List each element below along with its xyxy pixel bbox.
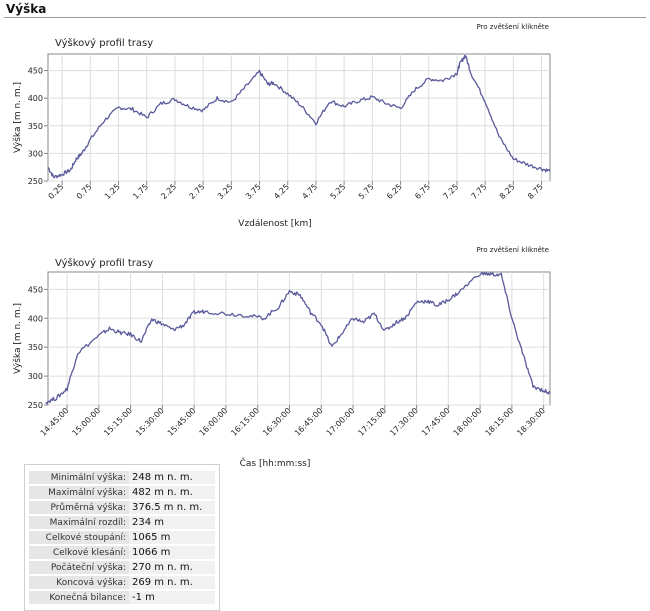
stats-value: 269 m n. m. bbox=[129, 576, 215, 589]
section-divider bbox=[4, 17, 646, 18]
y-tick-label: 350 bbox=[28, 122, 43, 131]
stats-label: Počáteční výška: bbox=[29, 561, 129, 574]
stats-label: Celkové stoupání: bbox=[29, 531, 129, 544]
y-tick-label: 400 bbox=[28, 314, 43, 323]
chart-title: Výškový profil trasy bbox=[55, 257, 153, 269]
stats-label: Průměrná výška: bbox=[29, 501, 129, 514]
x-tick-label: 17:00:00 bbox=[325, 406, 357, 438]
x-tick-label: 0.75 bbox=[75, 182, 94, 201]
x-tick-label: 15:00:00 bbox=[70, 406, 102, 438]
stats-value: 482 m n. m. bbox=[129, 486, 215, 499]
y-tick-label: 400 bbox=[28, 94, 43, 103]
x-tick-label: 3.75 bbox=[244, 182, 263, 201]
stats-value: 376.5 m n. m. bbox=[129, 501, 215, 514]
x-axis-label: Čas [hh:mm:ss] bbox=[240, 457, 311, 469]
stats-label: Celkové klesání: bbox=[29, 546, 129, 559]
x-tick-label: 7.75 bbox=[470, 182, 489, 201]
chart-title: Výškový profil trasy bbox=[55, 37, 153, 49]
y-tick-label: 250 bbox=[28, 177, 43, 186]
y-axis-label: Výška [m n. m.] bbox=[12, 303, 23, 374]
x-tick-label: 2.25 bbox=[159, 182, 178, 201]
elevation-time-chart[interactable]: Pro zvětšení klikněte Výškový profil tras… bbox=[0, 243, 650, 471]
x-tick-label: 16:00:00 bbox=[198, 406, 230, 438]
x-tick-label: 5.75 bbox=[357, 182, 376, 201]
x-tick-label: 16:30:00 bbox=[261, 406, 293, 438]
x-tick-label: 1.25 bbox=[103, 182, 122, 201]
x-tick-label: 17:15:00 bbox=[356, 406, 388, 438]
x-tick-label: 15:45:00 bbox=[166, 406, 198, 438]
stats-value: 234 m bbox=[129, 516, 215, 529]
x-tick-label: 7.25 bbox=[441, 182, 460, 201]
zoom-hint[interactable]: Pro zvětšení klikněte bbox=[476, 246, 549, 254]
stats-value: 1065 m bbox=[129, 531, 215, 544]
stats-row: Koncová výška: 269 m n. m. bbox=[29, 576, 215, 589]
stats-row: Minimální výška: 248 m n. m. bbox=[29, 471, 215, 484]
x-tick-label: 2.75 bbox=[188, 182, 207, 201]
x-tick-label: 18:30:00 bbox=[515, 406, 547, 438]
elevation-line bbox=[47, 54, 551, 179]
x-tick-label: 18:00:00 bbox=[452, 406, 484, 438]
stats-value: 270 m n. m. bbox=[129, 561, 215, 574]
x-tick-label: 8.75 bbox=[526, 182, 545, 201]
x-tick-label: 16:45:00 bbox=[293, 406, 325, 438]
plot-area bbox=[47, 53, 551, 182]
stats-value: -1 m bbox=[129, 591, 215, 604]
stats-row: Konečná bilance: -1 m bbox=[29, 591, 215, 604]
stats-value: 1066 m bbox=[129, 546, 215, 559]
stats-value: 248 m n. m. bbox=[129, 471, 215, 484]
y-tick-label: 300 bbox=[28, 372, 43, 381]
x-tick-label: 0.25 bbox=[47, 182, 66, 201]
x-tick-label: 3.25 bbox=[216, 182, 235, 201]
y-tick-label: 350 bbox=[28, 343, 43, 352]
stats-row: Celkové stoupání: 1065 m bbox=[29, 531, 215, 544]
stats-label: Maximální rozdíl: bbox=[29, 516, 129, 529]
plot-area bbox=[47, 271, 551, 406]
stats-label: Maximální výška: bbox=[29, 486, 129, 499]
stats-row: Maximální rozdíl: 234 m bbox=[29, 516, 215, 529]
section-title: Výška bbox=[6, 2, 47, 16]
x-tick-label: 5.25 bbox=[329, 182, 348, 201]
x-tick-label: 16:15:00 bbox=[229, 406, 261, 438]
stats-label: Minimální výška: bbox=[29, 471, 129, 484]
stats-row: Maximální výška: 482 m n. m. bbox=[29, 486, 215, 499]
x-tick-label: 17:30:00 bbox=[388, 406, 420, 438]
x-tick-label: 4.25 bbox=[272, 182, 291, 201]
stats-row: Počáteční výška: 270 m n. m. bbox=[29, 561, 215, 574]
y-tick-label: 300 bbox=[28, 149, 43, 158]
stats-row: Celkové klesání: 1066 m bbox=[29, 546, 215, 559]
x-axis-label: Vzdálenost [km] bbox=[238, 219, 311, 229]
stats-label: Konečná bilance: bbox=[29, 591, 129, 604]
elevation-distance-chart[interactable]: Pro zvětšení klikněte Výškový profil tras… bbox=[0, 18, 650, 243]
zoom-hint[interactable]: Pro zvětšení klikněte bbox=[476, 23, 549, 31]
elevation-line bbox=[45, 271, 551, 405]
x-tick-label: 6.25 bbox=[385, 182, 404, 201]
stats-label: Koncová výška: bbox=[29, 576, 129, 589]
x-tick-label: 1.75 bbox=[131, 182, 150, 201]
x-tick-label: 14:45:00 bbox=[39, 406, 71, 438]
x-tick-label: 15:15:00 bbox=[102, 406, 134, 438]
elevation-stats-panel: Minimální výška: 248 m n. m. Maximální výš… bbox=[24, 464, 220, 611]
y-tick-label: 250 bbox=[28, 401, 43, 410]
elevation-stats-table: Minimální výška: 248 m n. m. Maximální výš… bbox=[29, 469, 215, 606]
y-tick-label: 450 bbox=[28, 285, 43, 294]
x-tick-label: 4.75 bbox=[300, 182, 319, 201]
x-tick-label: 15:30:00 bbox=[134, 406, 166, 438]
y-tick-label: 450 bbox=[28, 67, 43, 76]
x-tick-label: 18:15:00 bbox=[484, 406, 516, 438]
x-tick-label: 8.25 bbox=[498, 182, 517, 201]
y-axis-label: Výška [m n. m.] bbox=[12, 82, 23, 153]
x-tick-label: 17:45:00 bbox=[420, 406, 452, 438]
x-tick-label: 6.75 bbox=[413, 182, 432, 201]
stats-row: Průměrná výška: 376.5 m n. m. bbox=[29, 501, 215, 514]
